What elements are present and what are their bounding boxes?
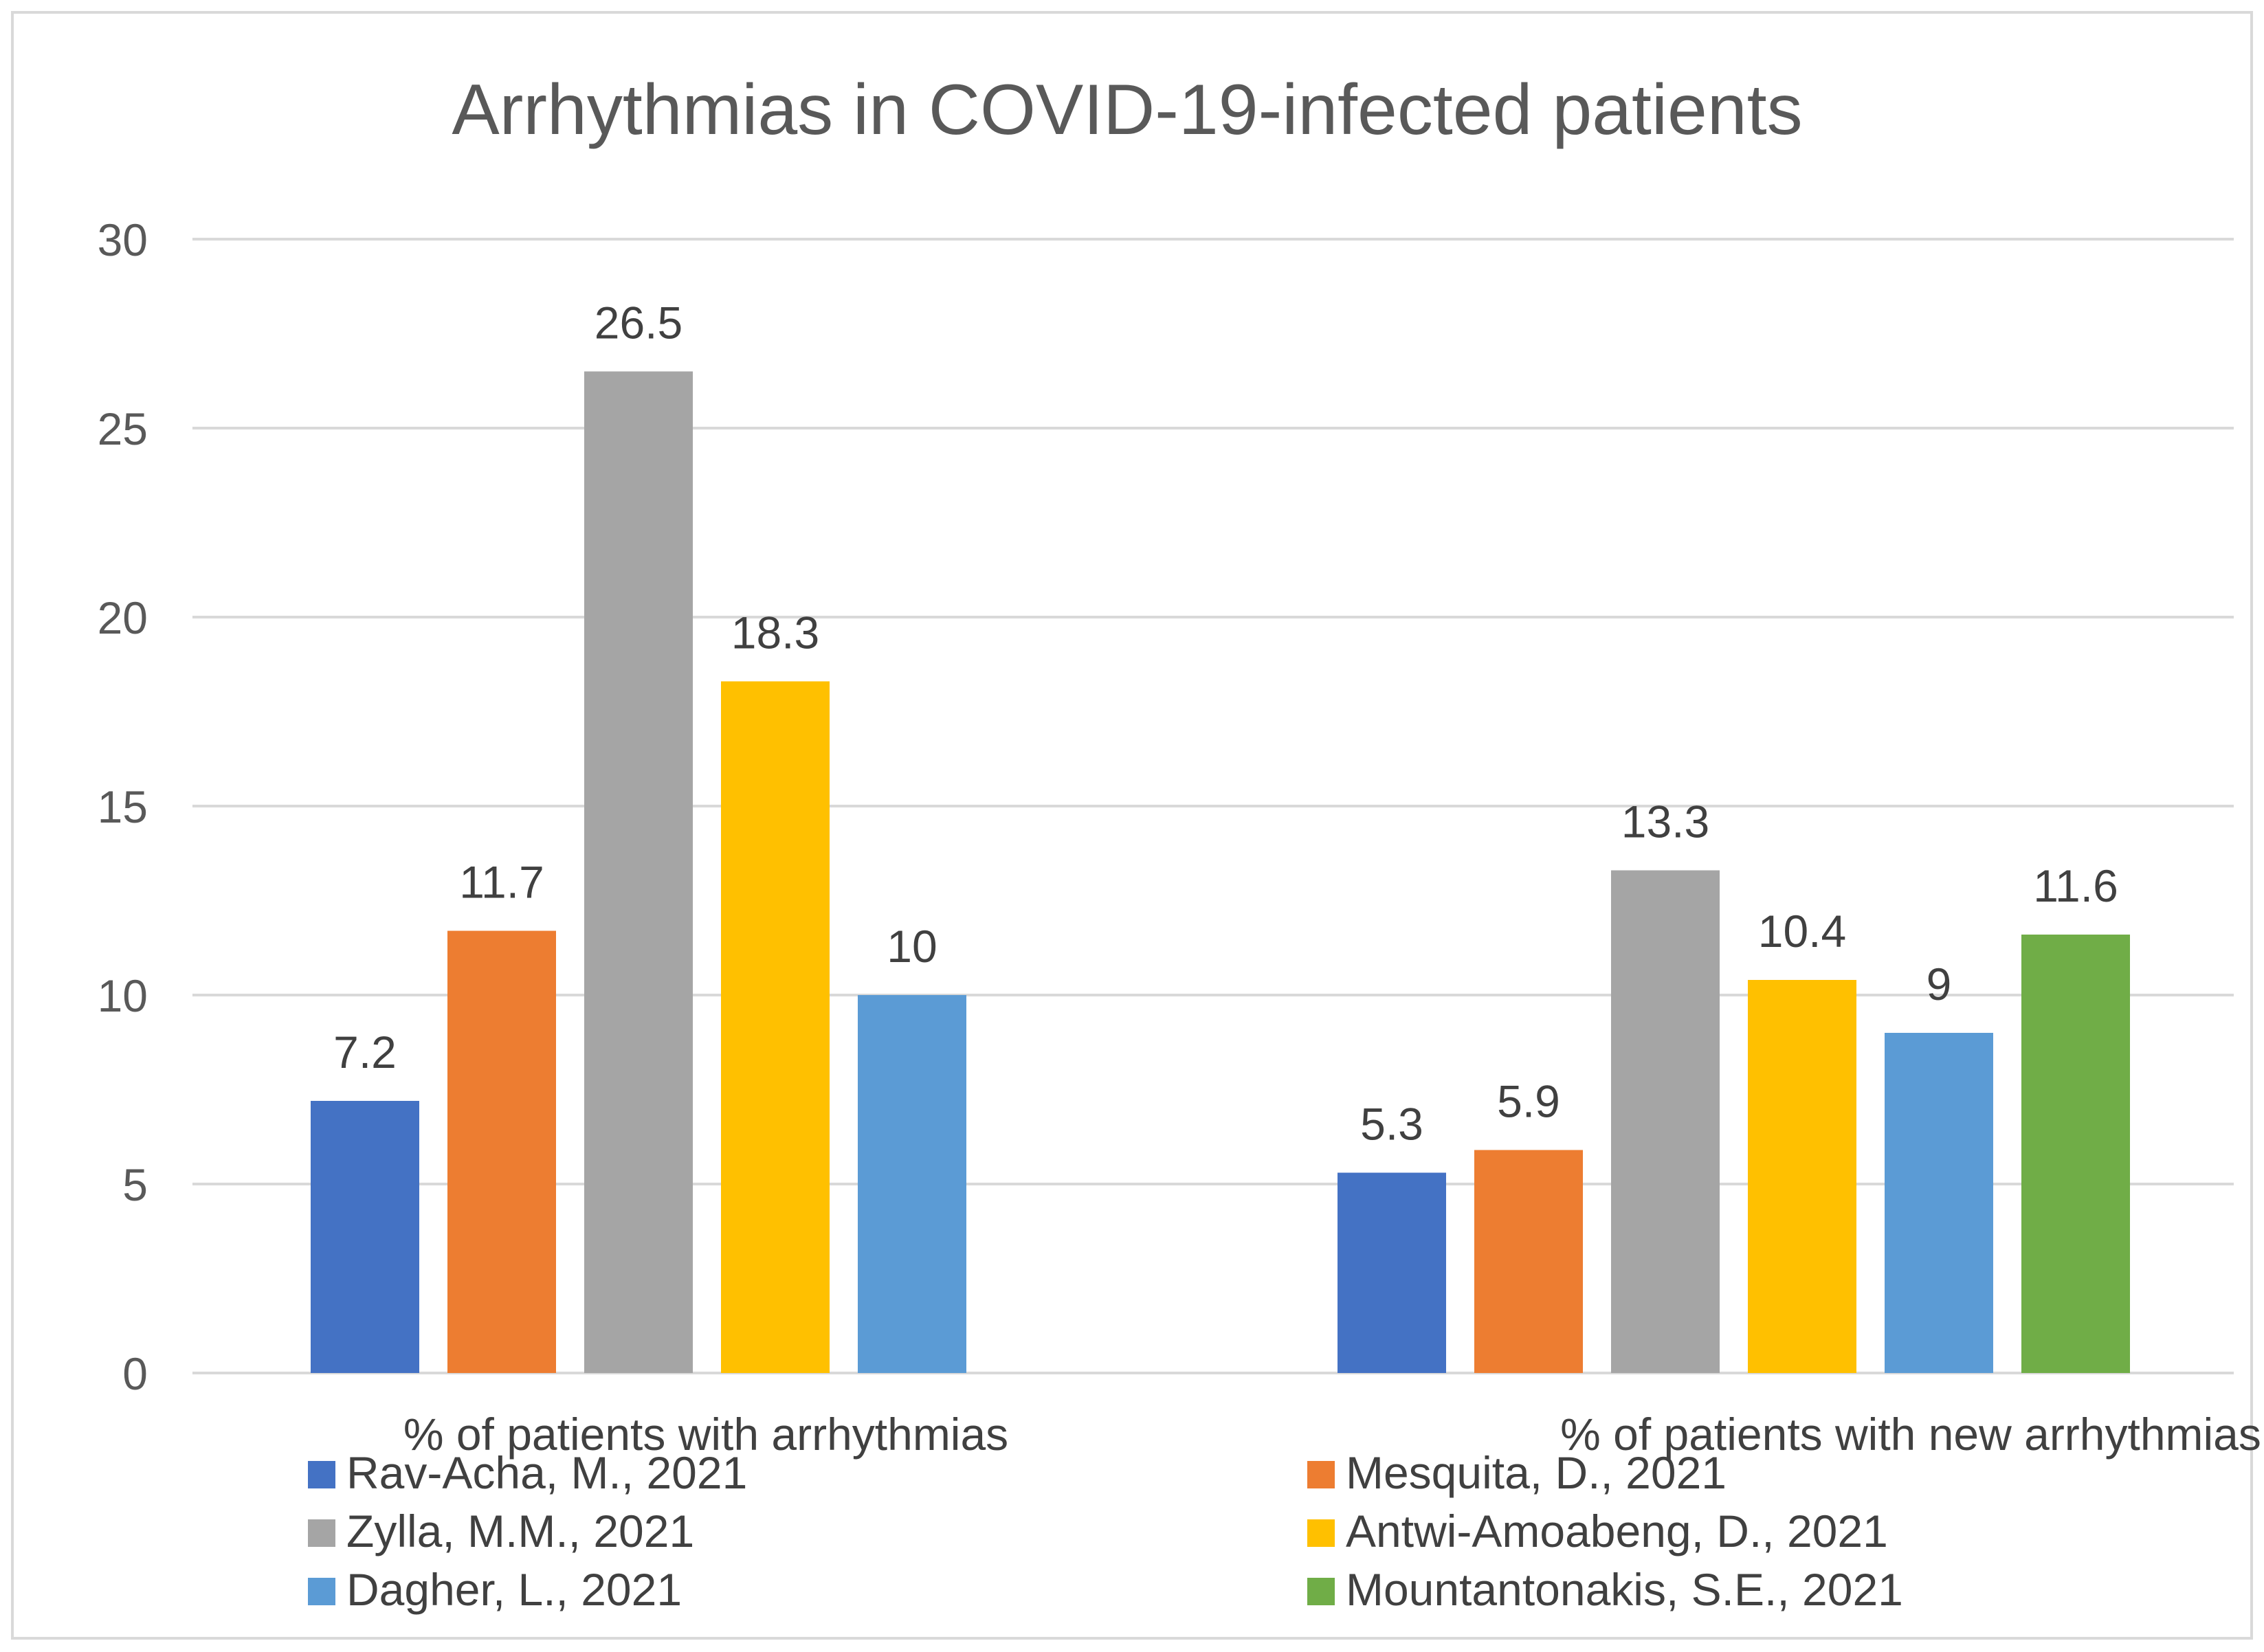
legend-swatch <box>1307 1519 1335 1547</box>
data-labels: 7.2 11.7 26.5 18.3 10 5.3 5.9 13.3 10.4 9 11.6 <box>333 298 2118 1150</box>
data-label: 5.3 <box>1360 1099 1423 1150</box>
chart-border <box>11 11 2253 1640</box>
legend-label: Rav-Acha, M., 2021 <box>346 1447 747 1498</box>
data-label: 10 <box>887 921 937 972</box>
y-axis-ticks: 0 5 10 15 20 25 30 <box>98 214 148 1399</box>
legend-swatch <box>308 1578 335 1605</box>
data-label: 18.3 <box>731 607 819 658</box>
legend-swatch <box>308 1461 335 1488</box>
x-category-label: % of patients with new arrhythmias <box>1560 1409 2261 1460</box>
data-label: 10.4 <box>1758 906 1846 957</box>
legend-swatch <box>1307 1461 1335 1488</box>
legend: Rav-Acha, M., 2021 Mesquita, D., 2021 Zyll… <box>308 1447 1903 1615</box>
data-label: 7.2 <box>333 1027 397 1078</box>
data-label: 11.6 <box>2033 860 2118 911</box>
bar <box>1748 980 1856 1373</box>
bar <box>1611 870 1720 1373</box>
bar <box>584 371 693 1373</box>
x-axis-categories: % of patients with arrhythmias % of patie… <box>403 1409 2261 1460</box>
bar <box>1474 1150 1583 1373</box>
bar <box>2021 935 2130 1373</box>
y-tick-label: 15 <box>98 781 148 832</box>
x-category-label: % of patients with arrhythmias <box>403 1409 1008 1460</box>
data-label: 5.9 <box>1497 1076 1560 1127</box>
y-tick-label: 20 <box>98 592 148 643</box>
data-label: 26.5 <box>595 298 682 348</box>
y-tick-label: 10 <box>98 970 148 1021</box>
bars <box>311 371 2130 1373</box>
legend-swatch <box>1307 1578 1335 1605</box>
legend-label: Zylla, M.M., 2021 <box>346 1506 694 1556</box>
legend-swatch <box>308 1519 335 1547</box>
bar <box>721 681 830 1373</box>
bar <box>1338 1172 1446 1373</box>
y-tick-label: 30 <box>98 214 148 265</box>
bar <box>311 1101 419 1373</box>
y-tick-label: 5 <box>122 1159 148 1210</box>
bar <box>858 995 966 1373</box>
legend-label: Mountantonakis, S.E., 2021 <box>1346 1564 1903 1615</box>
data-label: 13.3 <box>1621 796 1709 847</box>
y-tick-label: 25 <box>98 403 148 454</box>
y-tick-label: 0 <box>122 1348 148 1399</box>
data-label: 9 <box>1927 959 1952 1009</box>
legend-label: Dagher, L., 2021 <box>346 1564 682 1615</box>
bar <box>1885 1033 1993 1373</box>
legend-label: Antwi-Amoabeng, D., 2021 <box>1346 1506 1888 1556</box>
legend-label: Mesquita, D., 2021 <box>1346 1447 1727 1498</box>
chart-title: Arrhythmias in COVID-19-infected patient… <box>452 70 1802 150</box>
bar <box>447 930 556 1373</box>
data-label: 11.7 <box>459 857 544 908</box>
